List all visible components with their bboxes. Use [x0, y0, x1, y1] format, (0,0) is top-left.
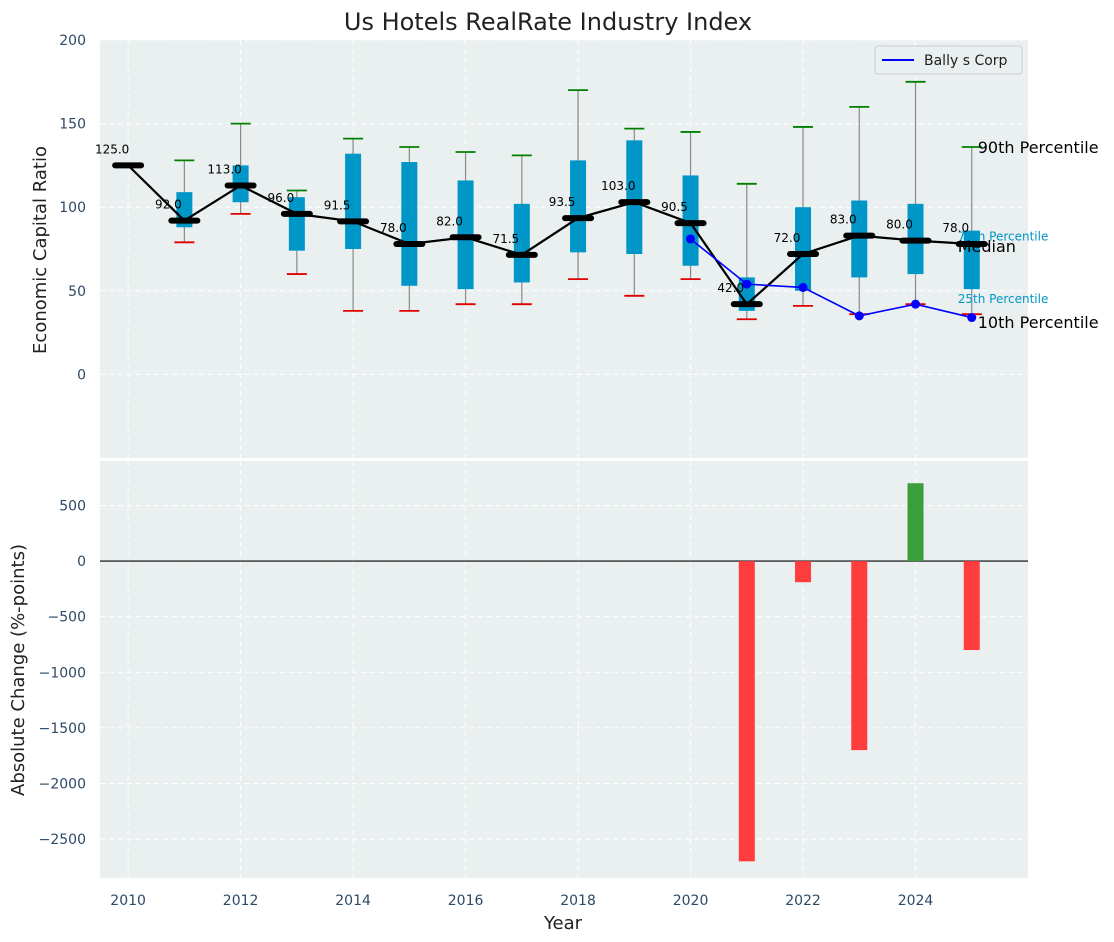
median-value-label: 71.5: [492, 232, 519, 246]
top-y-tick-label: 50: [68, 284, 86, 300]
top-y-ticks: 0 50 100 150 200: [59, 33, 86, 383]
top-y-tick-label: 100: [59, 200, 86, 216]
company-point: [742, 279, 752, 289]
median-labels-group: 125.0 92.0 113.0 96.0 91.5 78.0 82.0 71.5 93.5 10…: [95, 142, 969, 295]
median-value-label: 103.0: [601, 179, 635, 193]
annotation-25th-percentile: 25th Percentile: [958, 292, 1049, 306]
company-point: [686, 234, 696, 244]
x-ticks: 2010 2012 2014 2016 2018 2020 2022 2024: [110, 893, 933, 909]
chart-title: Us Hotels RealRate Industry Index: [344, 8, 752, 36]
x-tick-label: 2012: [223, 893, 259, 909]
top-y-tick-label: 200: [59, 33, 86, 49]
top-plot-area: [100, 40, 1028, 458]
top-y-axis-label: Economic Capital Ratio: [30, 146, 51, 354]
change-bar: [795, 561, 812, 583]
median-value-label: 91.5: [324, 198, 351, 212]
median-value-label: 72.0: [774, 231, 801, 245]
median-value-label: 90.5: [661, 200, 688, 214]
bottom-y-ticks: −2500 −2000 −1500 −1000 −500 0 500: [39, 498, 86, 848]
median-value-label: 125.0: [95, 142, 129, 156]
company-line: [690, 238, 972, 319]
annotation-90th-percentile: 90th Percentile: [978, 138, 1099, 157]
x-axis-label: Year: [543, 913, 583, 934]
iqr-box: [288, 197, 305, 251]
company-point: [967, 313, 977, 323]
iqr-box: [345, 153, 362, 249]
x-tick-label: 2010: [110, 893, 146, 909]
annotation-10th-percentile: 10th Percentile: [978, 313, 1099, 332]
iqr-box: [570, 160, 587, 253]
x-tick-label: 2022: [785, 893, 821, 909]
percentile-annotations: 90th Percentile Median 10th Percentile 7…: [958, 138, 1099, 332]
median-value-label: 113.0: [207, 162, 241, 176]
median-value-label: 96.0: [267, 191, 294, 205]
x-tick-label: 2024: [898, 893, 934, 909]
median-value-label: 82.0: [436, 214, 463, 228]
bar-group: [738, 483, 980, 862]
annotation-median: Median: [958, 237, 1016, 256]
bottom-y-tick-label: −500: [48, 610, 86, 626]
median-value-label: 83.0: [830, 213, 857, 227]
change-bar: [907, 483, 924, 562]
bottom-y-tick-label: 500: [59, 498, 86, 514]
top-y-tick-label: 0: [77, 367, 86, 383]
change-bar: [851, 561, 868, 751]
median-line: [127, 164, 972, 306]
annotation-75th-percentile: 75th Percentile: [958, 230, 1049, 244]
x-tick-label: 2016: [448, 893, 484, 909]
x-tick-label: 2018: [560, 893, 596, 909]
legend-label: Bally s Corp: [924, 53, 1008, 69]
company-series-group: [686, 234, 977, 323]
median-value-label: 78.0: [942, 221, 969, 235]
iqr-box: [626, 140, 643, 255]
company-point: [911, 299, 921, 309]
median-value-label: 42.0: [717, 281, 744, 295]
top-y-tick-label: 150: [59, 117, 86, 133]
median-value-label: 80.0: [886, 218, 913, 232]
change-bar: [963, 561, 980, 651]
iqr-box: [513, 203, 530, 283]
x-tick-label: 2020: [673, 893, 709, 909]
legend: Bally s Corp: [874, 45, 1023, 75]
median-line-group: [127, 164, 972, 306]
median-value-label: 93.5: [549, 195, 576, 209]
bottom-y-axis-label: Absolute Change (%-points): [8, 544, 29, 796]
median-value-label: 78.0: [380, 221, 407, 235]
bottom-y-tick-label: −1000: [39, 665, 86, 681]
bottom-y-tick-label: −2000: [39, 776, 86, 792]
bottom-y-tick-label: 0: [77, 554, 86, 570]
legend-box: [874, 45, 1023, 75]
median-value-label: 92.0: [155, 198, 182, 212]
change-bar: [738, 561, 755, 862]
company-point: [798, 282, 808, 292]
bottom-y-tick-label: −1500: [39, 721, 86, 737]
x-tick-label: 2014: [335, 893, 371, 909]
bottom-y-tick-label: −2500: [39, 832, 86, 848]
iqr-box: [401, 162, 418, 286]
company-point: [854, 311, 864, 321]
iqr-box: [851, 200, 868, 278]
iqr-box: [795, 207, 812, 291]
bottom-plot-area: [100, 461, 1028, 878]
bottom-grid: [100, 461, 1028, 878]
